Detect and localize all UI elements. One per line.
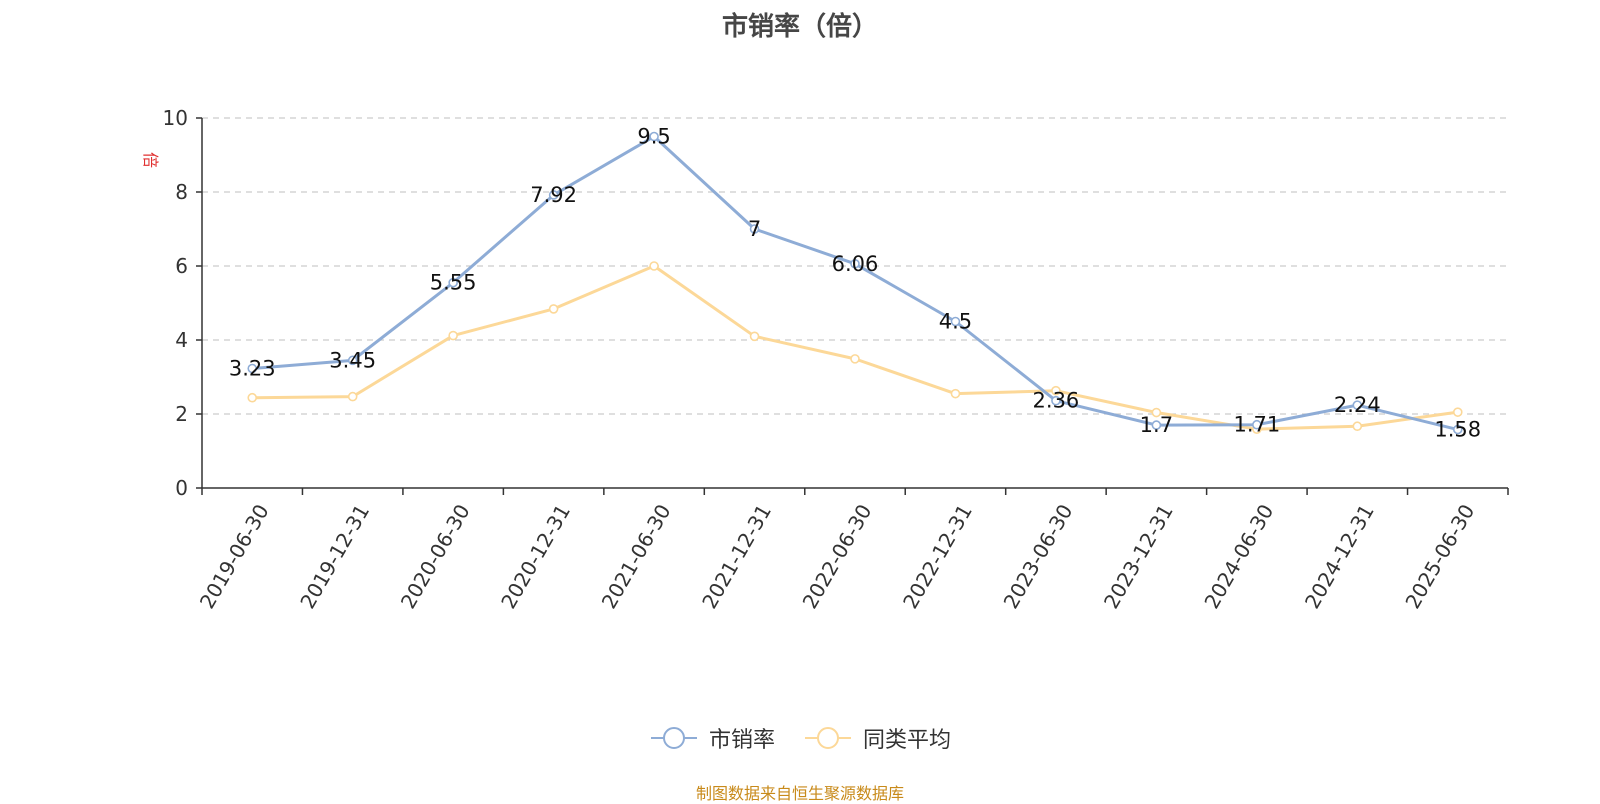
y-tick-label: 8 xyxy=(175,180,188,204)
series-0-point xyxy=(1051,395,1061,406)
series-1-point xyxy=(1051,385,1061,396)
series-1-point xyxy=(850,354,860,364)
x-tick-label: 2022-06-30 xyxy=(798,500,877,613)
series-1-point xyxy=(950,388,961,399)
data-label: 1.7 xyxy=(1140,413,1173,437)
data-label: 7 xyxy=(748,217,761,241)
x-tick-label: 2019-06-30 xyxy=(195,500,274,613)
series-1-point xyxy=(247,392,258,403)
series-1-point xyxy=(548,304,559,314)
source-note: 制图数据来自恒生聚源数据库 xyxy=(695,784,904,803)
x-tick-label: 2021-12-31 xyxy=(697,500,776,613)
x-tick-label: 2020-12-31 xyxy=(496,500,575,613)
series-1-point xyxy=(1151,407,1162,418)
legend-marker-icon xyxy=(805,727,851,749)
x-tick-label: 2024-06-30 xyxy=(1199,500,1278,613)
x-tick-label: 2023-12-31 xyxy=(1099,500,1178,613)
series-1-point xyxy=(347,391,358,402)
x-tick-label: 2025-06-30 xyxy=(1400,500,1479,613)
series-1-point xyxy=(1452,407,1463,417)
series-0-point xyxy=(1252,419,1262,430)
series-0-point xyxy=(247,363,258,374)
chart-title: 市销率（倍） xyxy=(721,12,878,42)
y-axis-unit-label: 倍 xyxy=(141,152,160,168)
y-tick-label: 2 xyxy=(175,402,188,426)
data-label-layer: 3.23 3.45 5.55 7.92 9.5 7 6.06 4.5 2.36 1.7 1.71 2.… xyxy=(229,125,1481,442)
series-0-point xyxy=(649,131,659,142)
series-0-point xyxy=(950,316,961,327)
y-tick-label: 10 xyxy=(163,106,188,130)
data-label: 1.71 xyxy=(1233,413,1280,437)
x-tick-label: 2024-12-31 xyxy=(1300,500,1379,613)
data-label: 2.24 xyxy=(1334,393,1381,417)
series-1-point xyxy=(749,331,760,342)
series-0-point xyxy=(749,224,760,234)
legend-item-series-1[interactable]: 同类平均 xyxy=(803,722,951,754)
data-label: 7.92 xyxy=(530,183,577,207)
data-label: 4.5 xyxy=(939,310,972,334)
data-label: 3.45 xyxy=(329,348,376,372)
y-tick-label: 4 xyxy=(175,328,188,352)
data-label: 2.36 xyxy=(1033,389,1080,413)
series-0-point xyxy=(1151,420,1162,430)
series-0-point xyxy=(347,355,358,366)
data-label: 1.58 xyxy=(1434,418,1481,442)
x-tick-label: 2021-06-30 xyxy=(597,500,676,613)
series-1-point xyxy=(649,261,659,271)
data-label: 3.23 xyxy=(229,356,276,380)
x-tick-label: 2022-12-31 xyxy=(898,500,977,613)
series-layer xyxy=(247,131,1463,435)
series-1-point xyxy=(448,330,458,341)
x-tick-label: 2023-06-30 xyxy=(999,500,1078,613)
legend-label: 市销率 xyxy=(708,728,775,753)
legend-label: 同类平均 xyxy=(863,728,952,753)
series-1-point xyxy=(1352,421,1363,432)
legend-marker-icon xyxy=(650,727,697,749)
series-0-point xyxy=(448,277,458,288)
series-0-point xyxy=(850,258,860,269)
data-label: 5.55 xyxy=(430,271,477,295)
y-tick-label: 6 xyxy=(175,254,188,278)
series-0-point xyxy=(548,190,559,200)
legend: 市销率 同类平均 xyxy=(0,722,1600,754)
legend-item-series-0[interactable]: 市销率 xyxy=(649,722,775,754)
data-label: 6.06 xyxy=(832,252,879,276)
series-0-point xyxy=(1452,424,1463,435)
y-tick-label: 0 xyxy=(175,476,188,500)
data-label: 9.5 xyxy=(637,125,670,149)
x-tick-label: 2019-12-31 xyxy=(295,500,374,613)
x-tick-label: 2020-06-30 xyxy=(396,500,475,613)
series-0-point xyxy=(1352,400,1363,410)
